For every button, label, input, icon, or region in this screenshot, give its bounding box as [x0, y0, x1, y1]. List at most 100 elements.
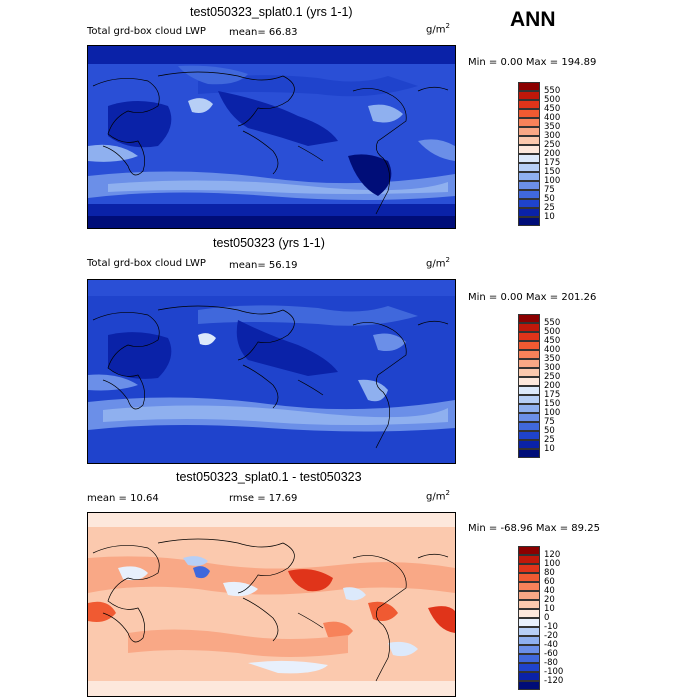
colorbar-swatch	[518, 91, 540, 100]
panel-3-rmse: rmse = 17.69	[229, 493, 298, 504]
colorbar-level-label: 500	[544, 326, 561, 337]
colorbar-level-label: 10	[544, 211, 555, 222]
colorbar-level-label: -40	[544, 639, 558, 650]
colorbar-swatch	[518, 127, 540, 136]
panel-1-map-canvas	[88, 46, 455, 228]
panel-3-map	[87, 512, 456, 697]
panel-3-map-canvas	[88, 513, 455, 696]
colorbar-level-label: 10	[544, 603, 555, 614]
colorbar-swatch	[518, 555, 540, 564]
colorbar-level-label: 40	[544, 585, 555, 596]
panel-3-title: test050323_splat0.1 - test050323	[176, 470, 362, 484]
colorbar-level-label: 50	[544, 425, 555, 436]
colorbar-level-label: 100	[544, 558, 561, 569]
colorbar-level-label: -20	[544, 630, 558, 641]
colorbar-level-label: -80	[544, 657, 558, 668]
colorbar-level-label: 450	[544, 103, 561, 114]
colorbar-level-label: 25	[544, 434, 555, 445]
colorbar-level-label: 250	[544, 371, 561, 382]
colorbar-level-label: 60	[544, 576, 555, 587]
colorbar-swatch	[518, 645, 540, 654]
colorbar-level-label: 20	[544, 594, 555, 605]
colorbar-swatch	[518, 404, 540, 413]
colorbar-level-label: 350	[544, 353, 561, 364]
colorbar-swatch	[518, 386, 540, 395]
colorbar-swatch	[518, 82, 540, 91]
panel-2-title: test050323 (yrs 1-1)	[213, 236, 325, 250]
colorbar-swatch	[518, 172, 540, 181]
colorbar-swatch	[518, 181, 540, 190]
colorbar-swatch	[518, 359, 540, 368]
colorbar-level-label: 550	[544, 85, 561, 96]
panel-1-mean: mean= 66.83	[229, 27, 298, 38]
colorbar-swatch	[518, 591, 540, 600]
colorbar-level-label: -60	[544, 648, 558, 659]
colorbar-level-label: 100	[544, 407, 561, 418]
colorbar-swatch	[518, 431, 540, 440]
colorbar-swatch	[518, 681, 540, 690]
colorbar-swatch	[518, 546, 540, 555]
season-label: ANN	[510, 8, 556, 31]
colorbar-level-label: 120	[544, 549, 561, 560]
colorbar-swatch	[518, 573, 540, 582]
colorbar-level-label: 250	[544, 139, 561, 150]
colorbar-swatch	[518, 154, 540, 163]
panel-2-minmax: Min = 0.00 Max = 201.26	[468, 292, 597, 303]
colorbar-swatch	[518, 323, 540, 332]
colorbar-level-label: 150	[544, 166, 561, 177]
panel-3-units: g/m2	[426, 489, 450, 503]
colorbar-swatch	[518, 654, 540, 663]
colorbar-level-label: 200	[544, 148, 561, 159]
colorbar-level-label: 400	[544, 112, 561, 123]
colorbar-swatch	[518, 350, 540, 359]
colorbar-swatch	[518, 136, 540, 145]
panel-1-map	[87, 45, 456, 229]
colorbar-level-label: 80	[544, 567, 555, 578]
colorbar-swatch	[518, 413, 540, 422]
colorbar-level-label: -10	[544, 621, 558, 632]
colorbar-swatch	[518, 217, 540, 226]
colorbar-swatch	[518, 199, 540, 208]
colorbar-level-label: 400	[544, 344, 561, 355]
panel-2-map	[87, 279, 456, 464]
panel-3-minmax: Min = -68.96 Max = 89.25	[468, 523, 600, 534]
colorbar-swatch	[518, 395, 540, 404]
colorbar-level-label: 10	[544, 443, 555, 454]
colorbar-swatch	[518, 618, 540, 627]
colorbar-swatch	[518, 663, 540, 672]
panel-2-units: g/m2	[426, 256, 450, 270]
colorbar-level-label: 350	[544, 121, 561, 132]
colorbar-swatch	[518, 163, 540, 172]
panel-1-field-label: Total grd-box cloud LWP	[87, 26, 206, 37]
colorbar-swatch	[518, 377, 540, 386]
panel-1-title: test050323_splat0.1 (yrs 1-1)	[190, 5, 353, 19]
colorbar-swatch	[518, 440, 540, 449]
colorbar-swatch	[518, 422, 540, 431]
colorbar-level-label: 500	[544, 94, 561, 105]
colorbar-level-label: 150	[544, 398, 561, 409]
panel-2-mean: mean= 56.19	[229, 260, 298, 271]
colorbar-swatch	[518, 100, 540, 109]
colorbar-swatch	[518, 449, 540, 458]
colorbar-swatch	[518, 341, 540, 350]
colorbar-level-label: 175	[544, 157, 561, 168]
colorbar-swatch	[518, 118, 540, 127]
colorbar-swatch	[518, 368, 540, 377]
colorbar-swatch	[518, 609, 540, 618]
panel-1-units: g/m2	[426, 22, 450, 36]
colorbar-level-label: 550	[544, 317, 561, 328]
colorbar-level-label: 75	[544, 416, 555, 427]
colorbar-swatch	[518, 190, 540, 199]
colorbar-level-label: 175	[544, 389, 561, 400]
colorbar-swatch	[518, 627, 540, 636]
colorbar-level-label: -100	[544, 666, 564, 677]
colorbar-level-label: 200	[544, 380, 561, 391]
colorbar-level-label: 300	[544, 130, 561, 141]
colorbar-swatch	[518, 314, 540, 323]
colorbar-level-label: 300	[544, 362, 561, 373]
colorbar-swatch	[518, 208, 540, 217]
colorbar-level-label: 75	[544, 184, 555, 195]
colorbar-level-label: 50	[544, 193, 555, 204]
colorbar-level-label: 0	[544, 612, 550, 623]
panel-1-minmax: Min = 0.00 Max = 194.89	[468, 57, 597, 68]
